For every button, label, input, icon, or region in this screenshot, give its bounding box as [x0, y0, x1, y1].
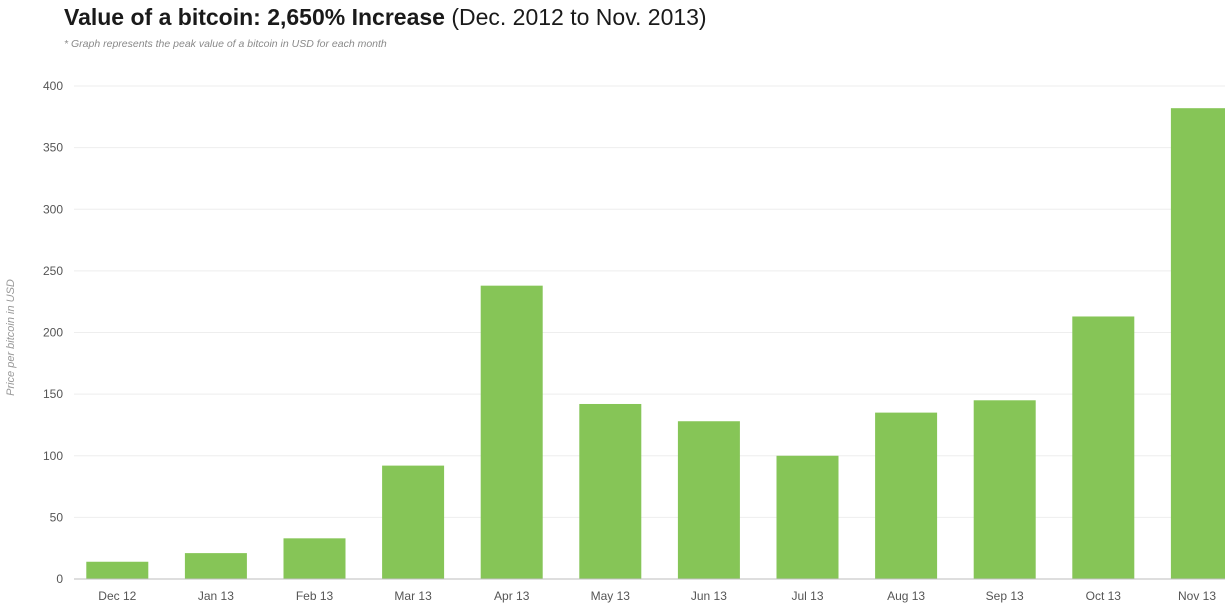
- x-tick-label: Jul 13: [791, 589, 823, 603]
- y-tick-label: 100: [43, 449, 63, 463]
- y-tick-label: 250: [43, 264, 63, 278]
- y-tick-label: 50: [50, 510, 64, 524]
- y-tick-label: 150: [43, 387, 63, 401]
- x-tick-label: May 13: [591, 589, 631, 603]
- y-axis-label: Price per bitcoin in USD: [5, 279, 17, 396]
- y-tick-label: 350: [43, 141, 63, 155]
- x-tick-label: Dec 12: [98, 589, 136, 603]
- x-tick-label: Aug 13: [887, 589, 925, 603]
- bar: [1072, 316, 1135, 579]
- bar: [382, 465, 445, 579]
- bar: [579, 403, 642, 579]
- bar: [480, 285, 543, 579]
- gridlines: [74, 85, 1225, 518]
- chart-title-range: (Dec. 2012 to Nov. 2013): [444, 4, 707, 30]
- x-tick-label: Sep 13: [986, 589, 1024, 603]
- chart-subtitle: * Graph represents the peak value of a b…: [64, 38, 387, 50]
- x-tick-label: Feb 13: [296, 589, 334, 603]
- bar: [1170, 108, 1225, 579]
- x-tick-label: Apr 13: [494, 589, 530, 603]
- x-tick-labels: Dec 12 Jan 13 Feb 13 Mar 13 Apr 13 May 13 Jun …: [98, 589, 1216, 603]
- x-tick-label: Jan 13: [198, 589, 234, 603]
- chart-title: Value of a bitcoin: 2,650% Increase (Dec…: [64, 4, 707, 31]
- bar: [973, 400, 1036, 579]
- y-tick-label: 0: [56, 572, 63, 586]
- bars: [86, 108, 1225, 579]
- bar: [776, 455, 839, 579]
- bar: [283, 538, 346, 579]
- bar: [184, 553, 247, 579]
- x-tick-label: Oct 13: [1086, 589, 1122, 603]
- y-tick-label: 200: [43, 326, 63, 340]
- bar: [86, 561, 149, 579]
- bar: [875, 412, 938, 579]
- y-tick-labels: 0 50 100 150 200 250 300 350 400: [43, 79, 63, 586]
- bar: [677, 421, 740, 579]
- x-tick-label: Mar 13: [394, 589, 432, 603]
- y-tick-label: 300: [43, 202, 63, 216]
- x-tick-label: Jun 13: [691, 589, 727, 603]
- chart-title-main: Value of a bitcoin: 2,650% Increase: [64, 4, 445, 30]
- y-tick-label: 400: [43, 79, 63, 93]
- x-tick-label: Nov 13: [1178, 589, 1216, 603]
